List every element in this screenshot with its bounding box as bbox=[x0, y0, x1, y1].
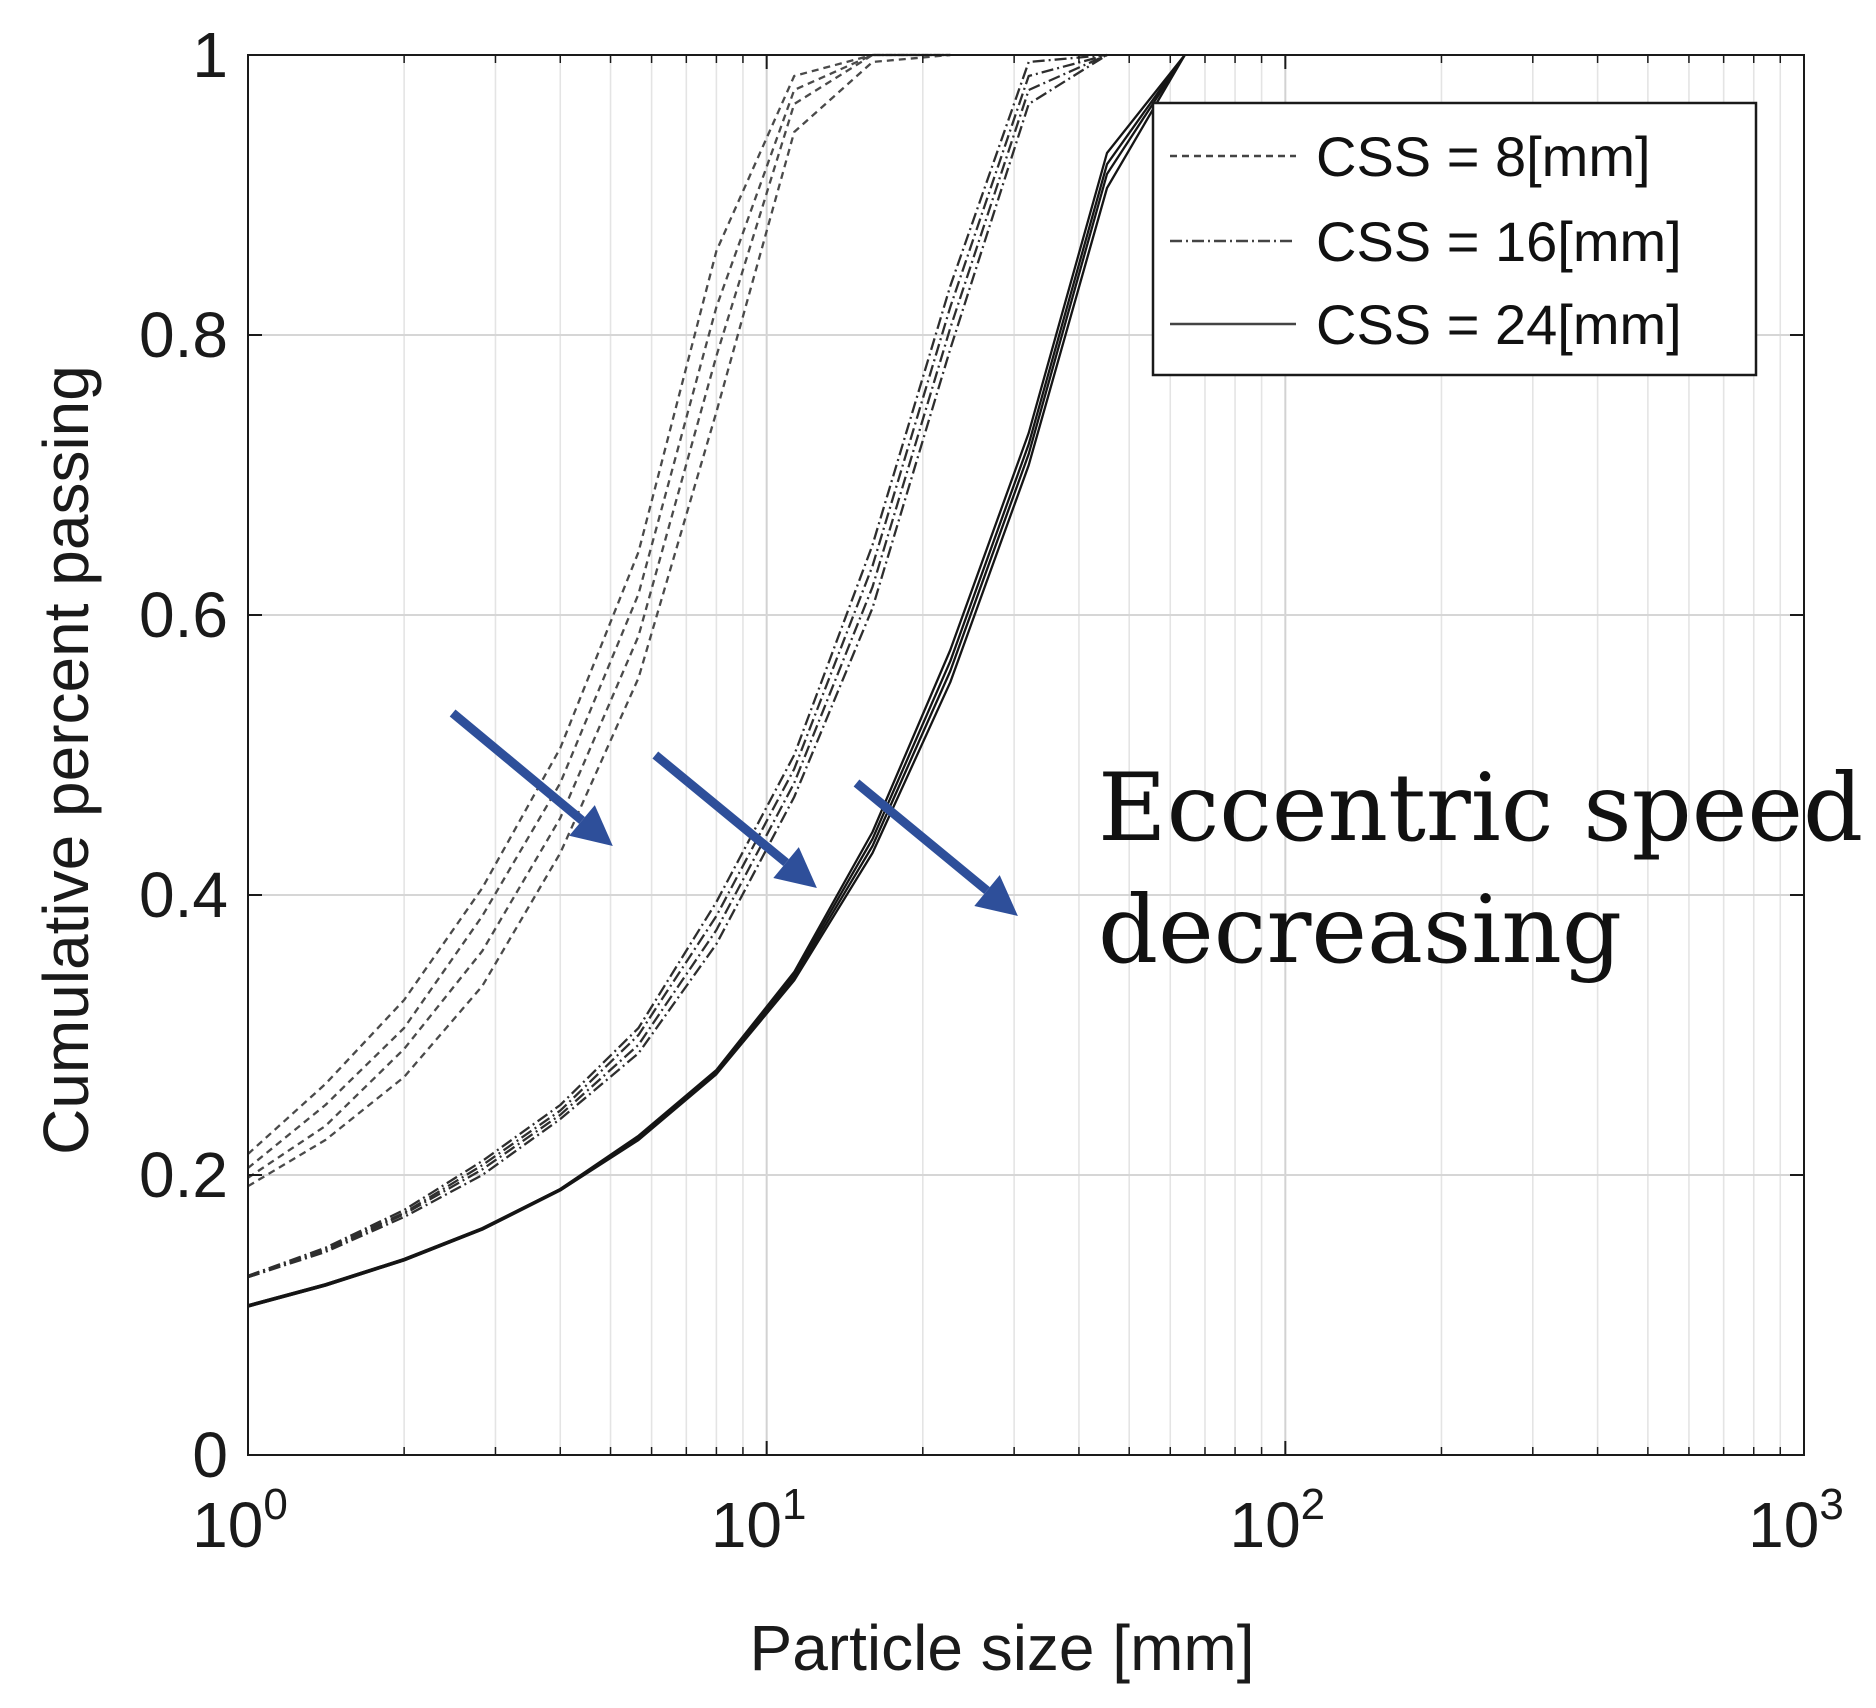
x-tick-label: 101 bbox=[711, 1480, 807, 1561]
annotation-text-line-1: Eccentric speed bbox=[1098, 754, 1863, 863]
annotation-text-line-2: decreasing bbox=[1098, 876, 1622, 985]
y-tick-label: 0.2 bbox=[139, 1139, 228, 1211]
series-line-5 bbox=[247, 53, 1108, 1277]
annotation-arrow-head-2 bbox=[773, 847, 817, 888]
x-axis-title: Particle size [mm] bbox=[750, 1612, 1255, 1684]
series-line-4 bbox=[247, 53, 951, 1188]
y-tick-label: 1 bbox=[192, 19, 228, 91]
series-group bbox=[247, 53, 1186, 1308]
legend-label-css-16: CSS = 16[mm] bbox=[1316, 210, 1682, 273]
series-line-2 bbox=[247, 53, 951, 1169]
legend-label-css-8: CSS = 8[mm] bbox=[1316, 125, 1651, 188]
annotation-arrow-head-1 bbox=[569, 805, 613, 846]
y-axis-title: Cumulative percent passing bbox=[30, 365, 102, 1155]
annotation-arrow-shaft-1 bbox=[449, 709, 585, 824]
annotation-arrow-shaft-3 bbox=[853, 779, 990, 895]
plot-frame bbox=[247, 54, 1805, 1456]
legend-box bbox=[1151, 101, 1758, 377]
legend-label-css-24: CSS = 24[mm] bbox=[1316, 293, 1682, 356]
annotation-arrows bbox=[449, 709, 1018, 916]
y-tick-label: 0 bbox=[192, 1419, 228, 1491]
series-line-1 bbox=[247, 53, 951, 1155]
y-tick-label: 0.4 bbox=[139, 859, 228, 931]
annotation-arrow-shaft-2 bbox=[652, 751, 789, 867]
legend: CSS = 8[mm] CSS = 16[mm] CSS = 24[mm] bbox=[1151, 101, 1758, 377]
y-tick-label: 0.6 bbox=[139, 579, 228, 651]
series-line-6 bbox=[247, 53, 1108, 1277]
series-line-12 bbox=[247, 54, 1186, 1308]
y-tick-label: 0.8 bbox=[139, 299, 228, 371]
series-line-3 bbox=[247, 53, 951, 1179]
series-line-7 bbox=[247, 53, 1108, 1279]
annotation-arrow-head-3 bbox=[974, 875, 1018, 916]
